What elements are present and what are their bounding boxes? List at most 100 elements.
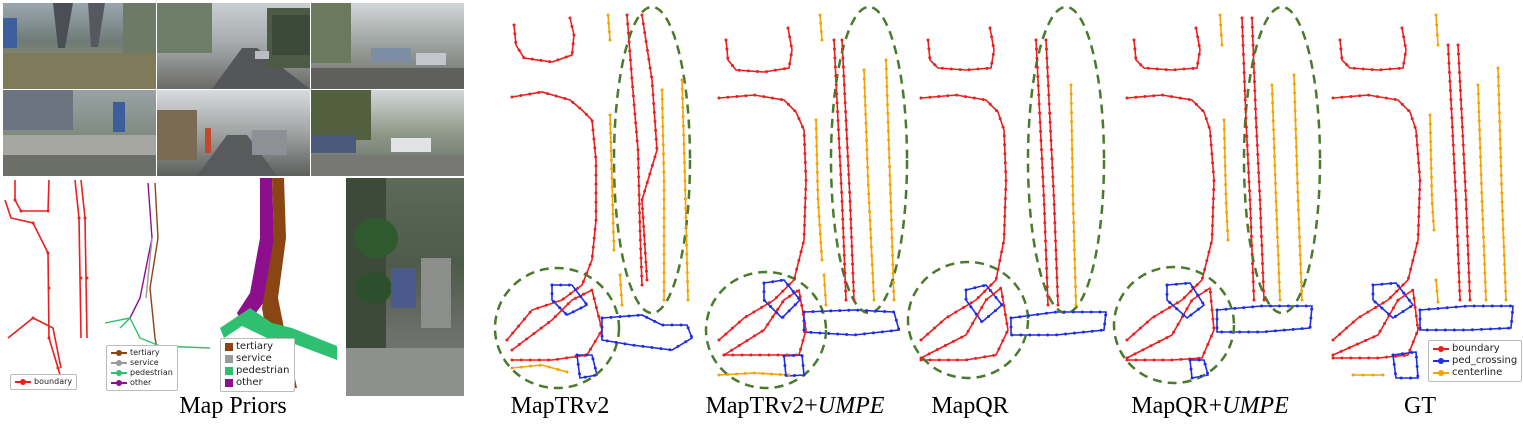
map-vertex	[1132, 332, 1136, 336]
map-vertex	[529, 364, 533, 368]
map-vertex	[1046, 75, 1050, 79]
map-vertex	[1294, 127, 1298, 131]
map-vertex	[1224, 183, 1228, 187]
gt-legend: boundary ped_crossing centerline	[1428, 340, 1523, 382]
caption-mapqr: MapQR	[931, 393, 1009, 419]
map-vertex	[781, 300, 785, 304]
map-vertex	[1415, 365, 1419, 369]
map-vertex	[840, 47, 844, 51]
map-vertex	[1482, 244, 1486, 248]
map-vertex	[571, 42, 575, 46]
map-vertex	[662, 280, 666, 284]
map-vertex	[1275, 226, 1279, 230]
panel-maptrv2	[493, 5, 693, 390]
map-vertex	[1244, 107, 1248, 111]
map-vertex	[815, 171, 819, 175]
map-vertex	[786, 283, 790, 287]
map-vertex	[1461, 134, 1465, 138]
map-vertex	[843, 271, 847, 275]
map-vertex	[1261, 280, 1265, 284]
map-vertex	[1370, 68, 1374, 72]
map-vertex	[1381, 301, 1385, 305]
map-vertex	[841, 217, 845, 221]
map-vertex	[1259, 225, 1263, 229]
map-vertex	[1259, 216, 1263, 220]
map-vertex	[1387, 312, 1391, 316]
map-vertex	[1463, 304, 1467, 308]
map-vertex	[1272, 128, 1276, 132]
map-vertex	[1258, 189, 1262, 193]
map-vertex	[629, 67, 633, 71]
map-vertex	[611, 203, 615, 207]
map-vertex	[1457, 262, 1461, 266]
map-vertex	[1456, 43, 1460, 47]
map-vertex	[582, 292, 586, 296]
map-vertex	[654, 128, 658, 132]
map-vertex	[626, 31, 630, 35]
map-vertex	[1152, 358, 1156, 362]
map-vertex	[1371, 292, 1375, 296]
map-vertex	[1038, 111, 1042, 115]
map-vertex	[1295, 304, 1299, 308]
map-vertex	[1457, 271, 1461, 275]
map-vertex	[892, 289, 896, 293]
camera-scene-back-left	[3, 90, 156, 176]
map-vertex	[662, 243, 666, 247]
map-vertex	[1464, 207, 1468, 211]
map-vertex	[662, 234, 666, 238]
map-vertex	[1240, 25, 1244, 29]
map-vertex	[1344, 326, 1348, 330]
map-vertex	[1143, 358, 1147, 362]
map-vertex	[762, 281, 766, 285]
boundary-prior-legend: boundary	[10, 374, 78, 390]
map-vertex	[1251, 262, 1255, 266]
map-vertex	[865, 156, 869, 160]
map-vertex	[1403, 44, 1407, 48]
map-vertex	[593, 146, 597, 150]
map-vertex	[1050, 157, 1054, 161]
map-vertex	[634, 121, 638, 125]
map-vertex	[638, 229, 642, 233]
map-vertex	[1272, 146, 1276, 150]
map-vertex	[1044, 311, 1048, 315]
map-vertex	[1273, 164, 1277, 168]
map-vertex	[1408, 348, 1412, 352]
map-vertex	[958, 68, 962, 72]
map-vertex	[1450, 116, 1454, 120]
map-vertex	[819, 30, 823, 34]
map-vertex	[965, 358, 969, 362]
highlight-ellipse-bottom	[1112, 265, 1236, 385]
map-vertex	[1293, 109, 1297, 113]
map-vertex	[1384, 96, 1388, 100]
map-vertex	[588, 263, 592, 267]
map-vertex	[999, 286, 1003, 290]
map-vertex	[1203, 267, 1207, 271]
map-vertex	[1249, 216, 1253, 220]
map-vertex	[1182, 67, 1186, 71]
map-vertex	[1041, 175, 1045, 179]
map-vertex	[1001, 125, 1005, 129]
map-vertex	[591, 245, 595, 249]
map-vertex	[1071, 211, 1075, 215]
map-vertex	[1434, 13, 1438, 17]
map-vertex	[770, 372, 773, 376]
map-vertex	[1005, 330, 1009, 334]
map-vertex	[689, 334, 693, 338]
map-vertex	[888, 191, 892, 195]
highlight-ellipse-top	[612, 5, 692, 315]
map-vertex	[1308, 325, 1312, 329]
map-vertex	[890, 245, 894, 249]
map-vertex	[892, 310, 896, 314]
caption-base-text: MapTRv2+	[705, 393, 818, 419]
map-vertex	[680, 78, 684, 82]
map-vertex	[570, 50, 574, 54]
map-vertex	[1366, 310, 1370, 314]
map-vertex	[817, 214, 821, 218]
map-vertex	[1194, 26, 1198, 30]
map-vertex	[760, 305, 764, 309]
map-vertex	[1173, 68, 1177, 72]
map-vertex	[833, 65, 837, 69]
map-vertex	[1002, 232, 1006, 236]
map-vertex	[1241, 34, 1245, 38]
map-vertex	[1189, 367, 1193, 371]
